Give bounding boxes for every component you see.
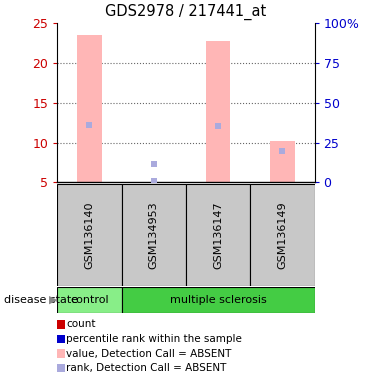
Text: rank, Detection Call = ABSENT: rank, Detection Call = ABSENT <box>67 363 227 373</box>
Text: percentile rank within the sample: percentile rank within the sample <box>67 334 242 344</box>
Bar <box>122 287 314 313</box>
Bar <box>206 41 230 182</box>
Bar <box>57 184 122 286</box>
Bar <box>250 184 314 286</box>
Text: ▶: ▶ <box>50 295 58 305</box>
Text: GSM136147: GSM136147 <box>213 201 223 269</box>
Text: GSM136149: GSM136149 <box>278 201 287 269</box>
Text: multiple sclerosis: multiple sclerosis <box>170 295 266 305</box>
Text: GSM136140: GSM136140 <box>84 202 94 269</box>
Bar <box>77 35 102 182</box>
Bar <box>122 184 186 286</box>
Text: disease state: disease state <box>4 295 78 305</box>
Text: value, Detection Call = ABSENT: value, Detection Call = ABSENT <box>67 349 232 359</box>
Text: GSM134953: GSM134953 <box>149 201 159 269</box>
Bar <box>270 141 295 182</box>
Text: count: count <box>67 319 96 329</box>
Bar <box>57 287 122 313</box>
Bar <box>186 184 250 286</box>
Title: GDS2978 / 217441_at: GDS2978 / 217441_at <box>105 4 266 20</box>
Text: control: control <box>70 295 109 305</box>
